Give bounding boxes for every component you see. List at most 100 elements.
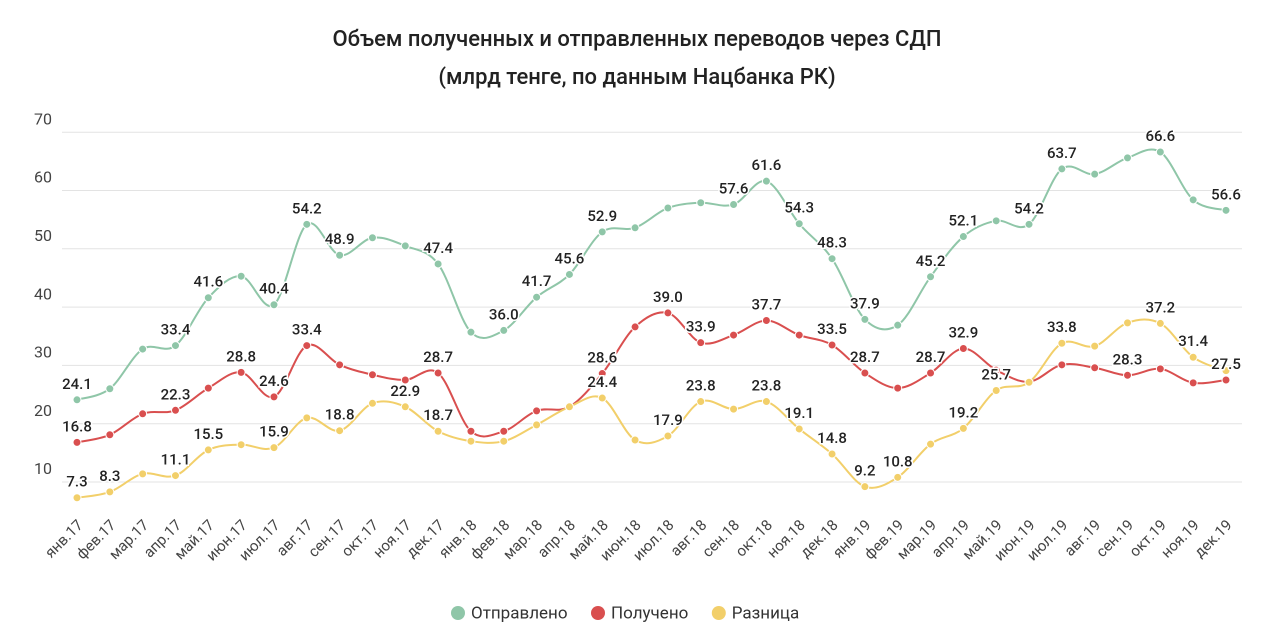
data-label: 15.9: [259, 423, 289, 441]
data-point: [499, 436, 509, 446]
data-point: [367, 398, 377, 408]
data-label: 23.8: [752, 377, 782, 395]
legend: Отправлено Получено Разница: [451, 603, 799, 623]
data-point: [105, 430, 115, 440]
data-point: [1090, 363, 1100, 373]
data-label: 7.3: [66, 473, 87, 491]
y-tick-label: 40: [34, 284, 52, 303]
data-point: [532, 292, 542, 302]
data-point: [926, 272, 936, 282]
data-point: [203, 445, 213, 455]
legend-label: Получено: [611, 603, 688, 623]
data-point: [170, 405, 180, 415]
data-point: [1090, 169, 1100, 179]
data-label: 32.9: [948, 323, 978, 341]
data-label: 24.1: [62, 375, 92, 393]
legend-label: Отправлено: [471, 603, 568, 623]
data-label: 23.8: [686, 377, 716, 395]
data-point: [794, 219, 804, 229]
data-label: 28.6: [587, 349, 617, 367]
data-point: [761, 176, 771, 186]
data-label: 45.6: [555, 249, 585, 267]
data-label: 8.3: [99, 467, 120, 485]
x-tick-label: сен.18: [698, 516, 743, 561]
data-point: [630, 322, 640, 332]
data-point: [269, 300, 279, 310]
data-label: 52.9: [587, 207, 617, 225]
data-point: [203, 383, 213, 393]
data-label: 22.9: [390, 382, 420, 400]
data-point: [991, 365, 1001, 375]
data-point: [794, 424, 804, 434]
chart-title: Объем полученных и отправленных переводо…: [333, 27, 942, 52]
data-point: [367, 233, 377, 243]
data-label: 28.8: [226, 347, 256, 365]
data-point: [335, 250, 345, 260]
data-point: [663, 431, 673, 441]
data-label: 15.5: [193, 425, 223, 443]
data-point: [1057, 360, 1067, 370]
data-label: 33.9: [686, 318, 716, 336]
data-label: 39.0: [653, 288, 683, 306]
data-point: [236, 367, 246, 377]
data-point: [400, 241, 410, 251]
data-label: 37.7: [752, 295, 782, 313]
data-label: 41.6: [193, 273, 223, 291]
data-point: [630, 223, 640, 233]
y-tick-label: 50: [34, 226, 52, 245]
data-point: [926, 439, 936, 449]
data-point: [663, 203, 673, 213]
data-point: [433, 259, 443, 269]
data-label: 36.0: [489, 305, 519, 323]
data-label: 56.6: [1211, 185, 1241, 203]
data-point: [1155, 318, 1165, 328]
data-label: 47.4: [423, 239, 453, 257]
data-point: [236, 440, 246, 450]
data-point: [893, 383, 903, 393]
data-label: 17.9: [653, 411, 683, 429]
data-point: [1024, 219, 1034, 229]
data-label: 37.2: [1145, 298, 1175, 316]
data-point: [729, 330, 739, 340]
data-label: 27.5: [1211, 355, 1241, 373]
data-label: 28.7: [850, 348, 880, 366]
y-tick-label: 20: [34, 401, 52, 420]
data-point: [105, 384, 115, 394]
data-point: [400, 402, 410, 412]
data-point: [794, 330, 804, 340]
legend-marker: [711, 606, 726, 620]
data-point: [696, 338, 706, 348]
data-label: 24.4: [587, 373, 617, 391]
data-point: [466, 327, 476, 337]
data-point: [597, 227, 607, 237]
data-point: [1188, 195, 1198, 205]
data-label: 40.4: [259, 280, 289, 298]
data-point: [991, 385, 1001, 395]
data-point: [1057, 164, 1067, 174]
data-point: [170, 471, 180, 481]
chart-subtitle: (млрд тенге, по данным Нацбанка РК): [438, 65, 835, 90]
data-point: [1090, 341, 1100, 351]
y-tick-label: 30: [34, 343, 52, 362]
data-label: 33.5: [817, 320, 847, 338]
data-point: [860, 314, 870, 324]
data-point: [433, 426, 443, 436]
data-point: [1123, 318, 1133, 328]
y-tick-label: 10: [34, 459, 52, 478]
data-label: 54.2: [1014, 199, 1044, 217]
data-point: [335, 426, 345, 436]
data-point: [1123, 370, 1133, 380]
data-point: [827, 340, 837, 350]
data-label: 18.7: [423, 406, 453, 424]
data-point: [729, 199, 739, 209]
data-point: [367, 370, 377, 380]
data-point: [761, 316, 771, 326]
data-point: [532, 406, 542, 416]
data-label: 52.1: [948, 212, 978, 230]
data-point: [72, 437, 82, 447]
series-line: [76, 318, 1227, 499]
data-point: [827, 449, 837, 459]
data-point: [1188, 352, 1198, 362]
data-label: 9.2: [854, 462, 875, 480]
data-point: [630, 435, 640, 445]
